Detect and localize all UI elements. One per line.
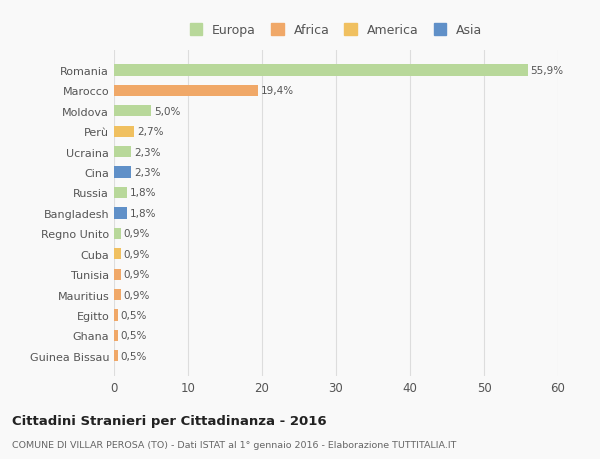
Bar — [114, 249, 121, 260]
Legend: Europa, Africa, America, Asia: Europa, Africa, America, Asia — [190, 24, 482, 37]
Text: 2,3%: 2,3% — [134, 147, 160, 157]
Bar — [114, 167, 131, 178]
Bar — [114, 187, 127, 199]
Bar — [114, 86, 257, 97]
Text: 0,5%: 0,5% — [121, 310, 147, 320]
Text: Cittadini Stranieri per Cittadinanza - 2016: Cittadini Stranieri per Cittadinanza - 2… — [12, 414, 326, 428]
Bar — [114, 147, 131, 158]
Bar — [114, 126, 134, 138]
Text: 55,9%: 55,9% — [530, 66, 564, 76]
Text: 0,9%: 0,9% — [124, 290, 150, 300]
Bar — [114, 228, 121, 240]
Text: 5,0%: 5,0% — [154, 106, 181, 117]
Bar — [114, 310, 118, 321]
Text: 19,4%: 19,4% — [260, 86, 293, 96]
Bar — [114, 106, 151, 117]
Bar — [114, 208, 127, 219]
Text: 2,3%: 2,3% — [134, 168, 160, 178]
Text: 1,8%: 1,8% — [130, 208, 157, 218]
Bar — [114, 350, 118, 362]
Text: 1,8%: 1,8% — [130, 188, 157, 198]
Text: 0,9%: 0,9% — [124, 249, 150, 259]
Text: 0,9%: 0,9% — [124, 229, 150, 239]
Text: 0,5%: 0,5% — [121, 330, 147, 341]
Text: 0,9%: 0,9% — [124, 269, 150, 280]
Bar — [114, 269, 121, 280]
Text: 0,5%: 0,5% — [121, 351, 147, 361]
Bar — [114, 330, 118, 341]
Bar — [114, 65, 527, 77]
Text: COMUNE DI VILLAR PEROSA (TO) - Dati ISTAT al 1° gennaio 2016 - Elaborazione TUTT: COMUNE DI VILLAR PEROSA (TO) - Dati ISTA… — [12, 441, 457, 449]
Bar — [114, 289, 121, 301]
Text: 2,7%: 2,7% — [137, 127, 163, 137]
